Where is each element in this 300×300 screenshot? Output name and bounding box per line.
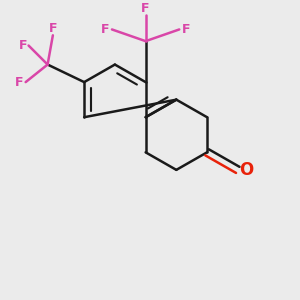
Text: F: F <box>19 39 28 52</box>
Text: F: F <box>101 23 110 36</box>
Text: F: F <box>49 22 57 35</box>
Text: F: F <box>141 2 150 15</box>
Text: F: F <box>182 23 190 36</box>
Text: F: F <box>15 76 23 88</box>
Text: O: O <box>239 161 253 179</box>
